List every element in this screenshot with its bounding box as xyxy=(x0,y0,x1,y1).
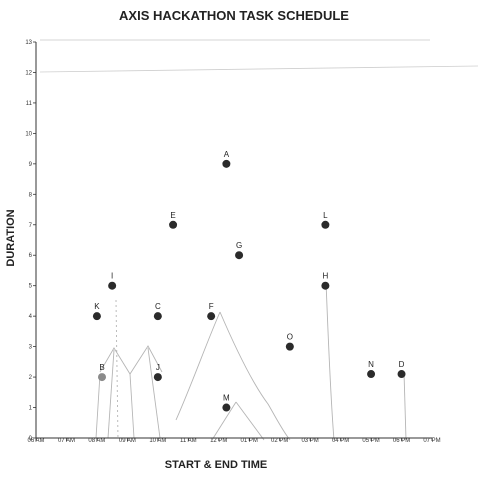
data-point-n xyxy=(367,370,376,379)
x-tick-label: 04 PM xyxy=(332,438,349,444)
axes xyxy=(35,42,432,439)
point-label-f: F xyxy=(209,302,214,311)
data-point-b xyxy=(98,373,106,382)
point-label-e: E xyxy=(170,211,175,220)
data-point-i xyxy=(108,281,117,290)
data-point-d xyxy=(397,370,406,379)
data-point-a xyxy=(222,159,231,168)
y-tick-label: 3 xyxy=(29,345,33,351)
y-tick-label: 1 xyxy=(29,406,33,412)
y-axis-label: DURATION xyxy=(5,209,17,266)
y-tick-label: 11 xyxy=(26,101,33,107)
y-tick-label: 7 xyxy=(29,223,33,229)
y-tick-label: 10 xyxy=(25,131,32,137)
data-point-g xyxy=(235,251,244,260)
y-tick-label: 8 xyxy=(29,192,33,198)
data-point-m xyxy=(222,403,231,412)
x-tick-label: 01 PM xyxy=(241,438,258,444)
x-tick-label: 06 PM xyxy=(393,438,410,444)
point-label-c: C xyxy=(155,302,161,311)
x-tick-label: 08 AM xyxy=(88,438,105,444)
y-tick-label: 6 xyxy=(29,253,33,259)
y-tick-label: 0 xyxy=(29,436,33,442)
x-axis-ticks: 06 AM 07 AM 08 AM 09 AM 10 AM 11 AM 12 PM 01 PM… xyxy=(27,438,441,444)
y-tick-label: 5 xyxy=(29,284,33,290)
x-axis-label: START & END TIME xyxy=(165,459,267,471)
y-tick-label: 9 xyxy=(29,162,33,168)
data-point-c xyxy=(153,312,162,321)
x-tick-label: 10 AM xyxy=(149,438,166,444)
data-point-l xyxy=(321,220,330,229)
data-point-k xyxy=(92,312,101,321)
data-point-j xyxy=(153,373,162,382)
chart-title: AXIS HACKATHON TASK SCHEDULE xyxy=(119,8,349,23)
data-point-o xyxy=(285,342,294,351)
point-label-a: A xyxy=(224,150,230,159)
point-label-k: K xyxy=(94,302,100,311)
point-label-m: M xyxy=(223,394,230,403)
point-label-h: H xyxy=(322,272,328,281)
x-tick-label: 09 AM xyxy=(119,438,136,444)
x-tick-label: 06 AM xyxy=(27,438,44,444)
data-point-f xyxy=(207,312,216,321)
y-tick-label: 2 xyxy=(29,375,33,381)
x-tick-label: 07 PM xyxy=(423,438,440,444)
point-label-n: N xyxy=(368,360,374,369)
ruled-lines xyxy=(39,39,478,73)
x-tick-label: 02 PM xyxy=(271,438,288,444)
data-point-e xyxy=(169,220,178,229)
y-tick-label: 12 xyxy=(25,70,32,76)
point-label-i: I xyxy=(111,272,113,281)
point-label-j: J xyxy=(156,363,160,372)
x-tick-label: 07 AM xyxy=(58,438,75,444)
data-points: A B C D E F G H I J K L M N O xyxy=(92,150,406,412)
pencil-sketch xyxy=(95,281,407,441)
y-tick-label: 4 xyxy=(29,314,33,320)
data-point-h xyxy=(321,281,330,290)
y-tick-label: 13 xyxy=(25,40,32,46)
point-label-o: O xyxy=(287,333,293,342)
x-tick-label: 11 AM xyxy=(180,438,197,444)
x-tick-label: 03 PM xyxy=(301,438,318,444)
x-tick-label: 12 PM xyxy=(210,438,227,444)
point-label-b: B xyxy=(99,363,104,372)
point-label-l: L xyxy=(323,211,328,220)
x-tick-label: 05 PM xyxy=(362,438,379,444)
point-label-d: D xyxy=(399,360,405,369)
point-label-g: G xyxy=(236,241,242,250)
